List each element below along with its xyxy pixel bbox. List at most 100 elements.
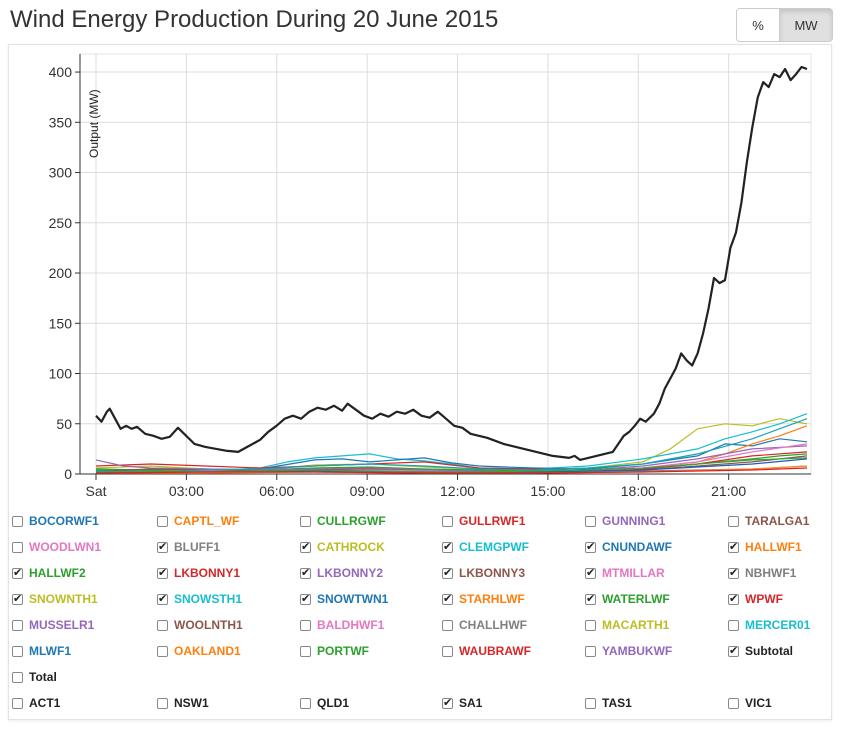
legend-item-lkbonny2[interactable]: LKBONNY2 [300, 564, 383, 582]
legend-checkbox[interactable] [442, 592, 453, 606]
legend-item-lkbonny3[interactable]: LKBONNY3 [442, 564, 525, 582]
legend-item-snownth1[interactable]: SNOWNTH1 [12, 590, 98, 608]
legend-item-cullrgwf[interactable]: CULLRGWF [300, 512, 386, 530]
legend-checkbox[interactable] [157, 697, 168, 709]
legend-item-nbhwf1[interactable]: NBHWF1 [728, 564, 796, 582]
legend-item-wpwf[interactable]: WPWF [728, 590, 783, 608]
y-axis: 0 50 100 150 200 250 300 350 400 [49, 54, 81, 482]
y-axis-label: Output (MW) [87, 89, 101, 158]
mw-button[interactable]: MW [780, 8, 833, 42]
legend-checkbox[interactable] [157, 619, 168, 631]
legend-item-cnundawf[interactable]: CNUNDAWF [585, 538, 672, 556]
legend-item-lkbonny1[interactable]: LKBONNY1 [157, 564, 240, 582]
legend-checkbox[interactable] [442, 566, 453, 580]
legend-item-starhlwf[interactable]: STARHLWF [442, 590, 525, 608]
legend-checkbox[interactable] [585, 619, 596, 631]
legend-checkbox[interactable] [728, 644, 739, 658]
legend-label: VIC1 [745, 696, 772, 710]
legend-item-waterlwf[interactable]: WATERLWF [585, 590, 670, 608]
legend-checkbox[interactable] [442, 619, 453, 631]
legend-item-musselr1[interactable]: MUSSELR1 [12, 616, 94, 634]
legend-checkbox[interactable] [442, 645, 453, 657]
legend-checkbox[interactable] [728, 515, 739, 527]
legend-checkbox[interactable] [442, 540, 453, 554]
legend-item-subtotal[interactable]: Subtotal [728, 642, 793, 660]
legend-checkbox[interactable] [157, 592, 168, 606]
legend-checkbox[interactable] [585, 645, 596, 657]
legend-checkbox[interactable] [300, 645, 311, 657]
legend-item-oakland1[interactable]: OAKLAND1 [157, 642, 241, 660]
legend-item-nsw1[interactable]: NSW1 [157, 694, 209, 712]
legend-checkbox[interactable] [585, 697, 596, 709]
legend-item-gullrwf1[interactable]: GULLRWF1 [442, 512, 525, 530]
legend-item-snowsth1[interactable]: SNOWSTH1 [157, 590, 242, 608]
legend-item-woolnth1[interactable]: WOOLNTH1 [157, 616, 243, 634]
legend-item-captl_wf[interactable]: CAPTL_WF [157, 512, 239, 530]
series-line-clemgpwf [95, 413, 808, 472]
legend-item-snowtwn1[interactable]: SNOWTWN1 [300, 590, 388, 608]
legend-checkbox[interactable] [728, 697, 739, 709]
legend-item-gunning1[interactable]: GUNNING1 [585, 512, 665, 530]
legend-item-hallwf1[interactable]: HALLWF1 [728, 538, 802, 556]
legend-item-total[interactable]: Total [12, 668, 57, 686]
legend-label: SNOWNTH1 [29, 592, 98, 606]
legend-item-mercer01[interactable]: MERCER01 [728, 616, 810, 634]
legend-checkbox[interactable] [300, 592, 311, 606]
legend-item-sa1[interactable]: SA1 [442, 694, 482, 712]
legend-item-mlwf1[interactable]: MLWF1 [12, 642, 71, 660]
legend-checkbox[interactable] [300, 540, 311, 554]
legend-checkbox[interactable] [12, 645, 23, 657]
legend-item-qld1[interactable]: QLD1 [300, 694, 349, 712]
legend-checkbox[interactable] [300, 515, 311, 527]
legend-checkbox[interactable] [157, 645, 168, 657]
legend-checkbox[interactable] [157, 540, 168, 554]
legend-label: Total [29, 670, 57, 684]
legend-item-woodlwn1[interactable]: WOODLWN1 [12, 538, 101, 556]
legend-checkbox[interactable] [585, 540, 596, 554]
legend-checkbox[interactable] [12, 541, 23, 553]
x-tick-label: Sat [85, 483, 106, 499]
legend-checkbox[interactable] [728, 619, 739, 631]
legend-checkbox[interactable] [12, 566, 23, 580]
legend-item-taralga1[interactable]: TARALGA1 [728, 512, 809, 530]
legend-item-portwf[interactable]: PORTWF [300, 642, 369, 660]
legend-label: SNOWTWN1 [317, 592, 389, 606]
legend-item-cathrock[interactable]: CATHROCK [300, 538, 385, 556]
legend-item-bluff1[interactable]: BLUFF1 [157, 538, 220, 556]
legend-item-challhwf[interactable]: CHALLHWF [442, 616, 527, 634]
legend-item-macarth1[interactable]: MACARTH1 [585, 616, 669, 634]
legend-item-clemgpwf[interactable]: CLEMGPWF [442, 538, 529, 556]
legend-item-baldhwf1[interactable]: BALDHWF1 [300, 616, 384, 634]
legend-checkbox[interactable] [12, 592, 23, 606]
legend-item-yambukwf[interactable]: YAMBUKWF [585, 642, 672, 660]
legend-item-hallwf2[interactable]: HALLWF2 [12, 564, 86, 582]
legend-item-vic1[interactable]: VIC1 [728, 694, 772, 712]
legend-checkbox[interactable] [300, 619, 311, 631]
series-line-wpwf [95, 467, 808, 474]
percent-button[interactable]: % [736, 8, 780, 42]
legend-item-act1[interactable]: ACT1 [12, 694, 60, 712]
legend-checkbox[interactable] [157, 515, 168, 527]
legend-checkbox[interactable] [585, 566, 596, 580]
legend-item-bocorwf1[interactable]: BOCORWF1 [12, 512, 99, 530]
legend-checkbox[interactable] [442, 515, 453, 527]
legend-item-mtmillar[interactable]: MTMILLAR [585, 564, 665, 582]
legend-item-waubrawf[interactable]: WAUBRAWF [442, 642, 531, 660]
legend-checkbox[interactable] [12, 697, 23, 709]
legend-item-tas1[interactable]: TAS1 [585, 694, 632, 712]
series-lines [95, 65, 808, 474]
legend-label: MLWF1 [29, 644, 71, 658]
legend-checkbox[interactable] [728, 566, 739, 580]
legend-checkbox[interactable] [12, 619, 23, 631]
legend-label: NSW1 [174, 696, 209, 710]
legend-checkbox[interactable] [12, 515, 23, 527]
legend-checkbox[interactable] [12, 671, 23, 683]
legend-checkbox[interactable] [300, 697, 311, 709]
legend-checkbox[interactable] [442, 696, 453, 710]
legend-checkbox[interactable] [585, 515, 596, 527]
legend-checkbox[interactable] [728, 592, 739, 606]
legend-checkbox[interactable] [157, 566, 168, 580]
legend-checkbox[interactable] [728, 540, 739, 554]
legend-checkbox[interactable] [300, 566, 311, 580]
legend-checkbox[interactable] [585, 592, 596, 606]
